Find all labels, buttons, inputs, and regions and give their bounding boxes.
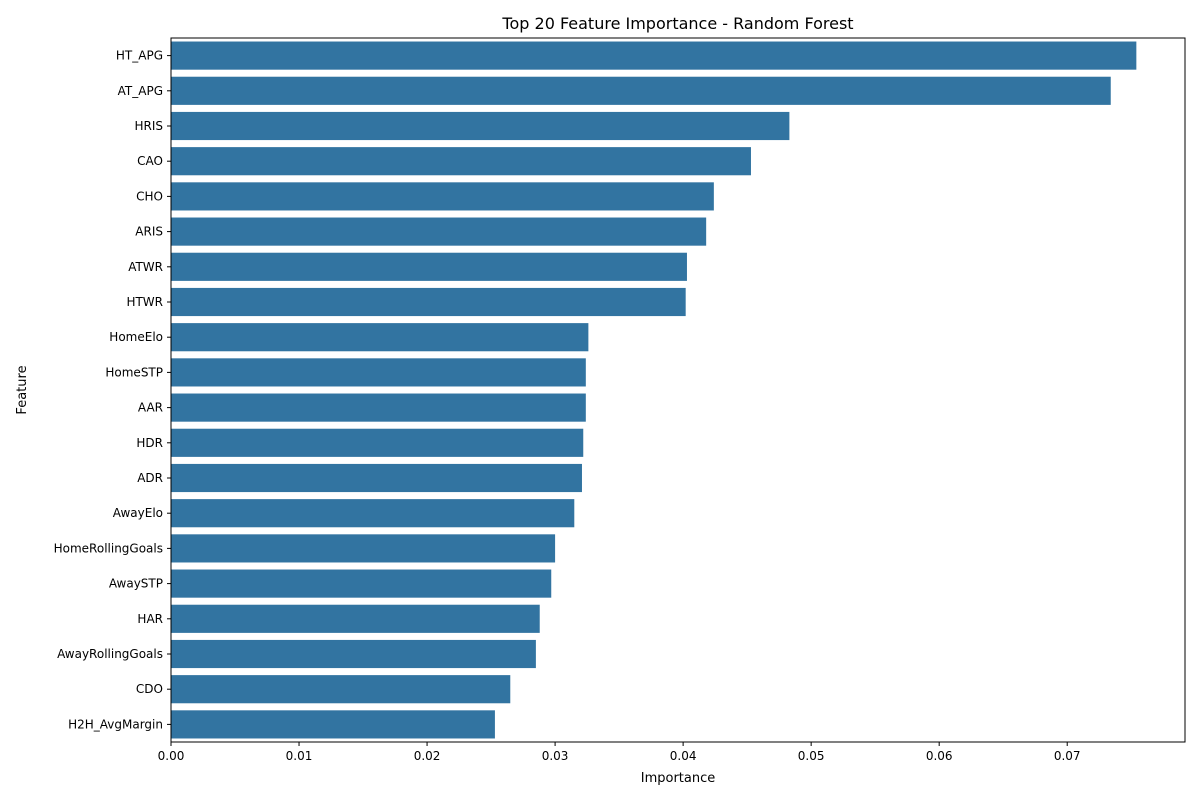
x-tick-label: 0.02 (414, 749, 441, 763)
y-tick-label: AAR (138, 401, 163, 415)
y-tick-label: ADR (137, 471, 163, 485)
y-axis-label: Feature (15, 365, 30, 414)
x-tick-label: 0.01 (286, 749, 313, 763)
y-tick-label: HTWR (126, 295, 163, 309)
x-axis-label: Importance (641, 771, 716, 786)
y-tick-label: HAR (137, 612, 163, 626)
y-tick-label: CHO (136, 189, 163, 203)
bar-aris (171, 217, 707, 246)
y-tick-label: HT_APG (116, 49, 163, 63)
bar-homestp (171, 358, 586, 387)
bar-awaystp (171, 569, 552, 598)
bar-ht-apg (171, 41, 1137, 70)
y-tick-label: HomeElo (109, 330, 163, 344)
y-tick-labels: HT_APG AT_APG HRIS CAO CHO ARIS ATWR HTWR HomeEl… (54, 49, 171, 731)
bar-hdr (171, 428, 584, 457)
bar-cdo (171, 675, 511, 704)
x-tick-label: 0.00 (158, 749, 185, 763)
chart-title: Top 20 Feature Importance - Random Fores… (501, 14, 853, 33)
bar-homeelo (171, 323, 589, 352)
y-tick-label: AwaySTP (109, 577, 163, 591)
y-tick-label: ARIS (135, 225, 163, 239)
y-tick-label: HomeRollingGoals (54, 541, 163, 555)
bar-hris (171, 111, 790, 141)
x-tick-label: 0.07 (1054, 749, 1081, 763)
y-tick-label: CAO (137, 154, 163, 168)
y-tick-label: HRIS (134, 119, 163, 133)
y-tick-label: CDO (136, 682, 163, 696)
bar-awayrollinggoals (171, 639, 536, 669)
bar-awayelo (171, 499, 575, 528)
y-tick-label: HomeSTP (105, 365, 163, 379)
bar-aar (171, 393, 586, 422)
bar-cho (171, 182, 714, 211)
bar-har (171, 604, 540, 633)
y-tick-label: AT_APG (118, 84, 163, 98)
bar-at-apg (171, 76, 1111, 105)
bar-adr (171, 463, 582, 493)
x-tick-label: 0.06 (926, 749, 953, 763)
x-tick-label: 0.03 (542, 749, 569, 763)
x-tick-label: 0.04 (670, 749, 697, 763)
y-tick-label: HDR (136, 436, 163, 450)
y-tick-label: AwayElo (113, 506, 163, 520)
bar-homerollinggoals (171, 534, 556, 563)
plot-frame (170, 37, 1186, 743)
y-tick-label: H2H_AvgMargin (68, 717, 163, 731)
bar-h2h-avgmargin (171, 710, 495, 739)
x-tick-label: 0.05 (798, 749, 825, 763)
y-tick-label: AwayRollingGoals (57, 647, 163, 661)
bar-atwr (171, 252, 687, 281)
x-ticks: 0.00 0.01 0.02 0.03 0.04 0.05 0.06 0.07 (158, 742, 1081, 763)
bars-group (171, 41, 1137, 739)
y-tick-label: ATWR (128, 260, 163, 274)
bar-cao (171, 147, 751, 176)
bar-htwr (171, 287, 686, 317)
